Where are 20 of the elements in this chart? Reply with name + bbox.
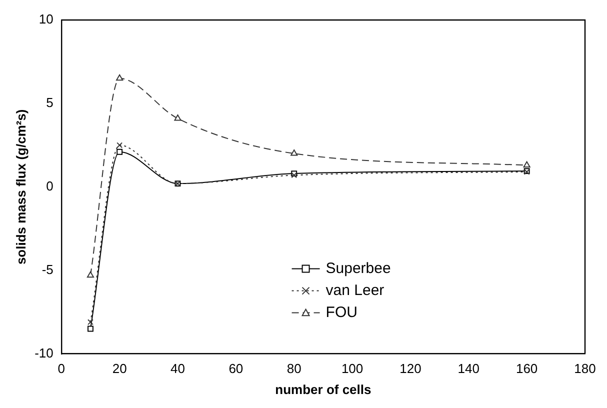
x-axis-title: number of cells bbox=[275, 382, 372, 397]
y-tick-label: 5 bbox=[46, 95, 54, 110]
y-tick-label: 10 bbox=[38, 12, 54, 27]
y-tick-label: 0 bbox=[46, 178, 54, 194]
legend-label: van Leer bbox=[326, 282, 384, 299]
x-tick-label: 0 bbox=[58, 361, 66, 376]
legend-label: FOU bbox=[326, 304, 358, 321]
x-tick-label: 60 bbox=[228, 361, 244, 376]
x-tick-label: 40 bbox=[170, 361, 185, 376]
legend-label: Superbee bbox=[326, 260, 391, 277]
y-tick-label: -10 bbox=[34, 345, 54, 360]
y-axis-title: solids mass flux (g/cm²s) bbox=[13, 109, 28, 265]
x-tick-label: 80 bbox=[286, 361, 302, 376]
x-tick-label: 20 bbox=[112, 361, 127, 376]
x-tick-label: 180 bbox=[574, 361, 596, 376]
x-tick-label: 100 bbox=[341, 361, 364, 376]
x-tick-label: 140 bbox=[458, 361, 480, 376]
x-tick-label: 120 bbox=[400, 361, 422, 376]
x-tick-label: 160 bbox=[516, 361, 538, 376]
y-tick-label: -5 bbox=[42, 262, 54, 277]
